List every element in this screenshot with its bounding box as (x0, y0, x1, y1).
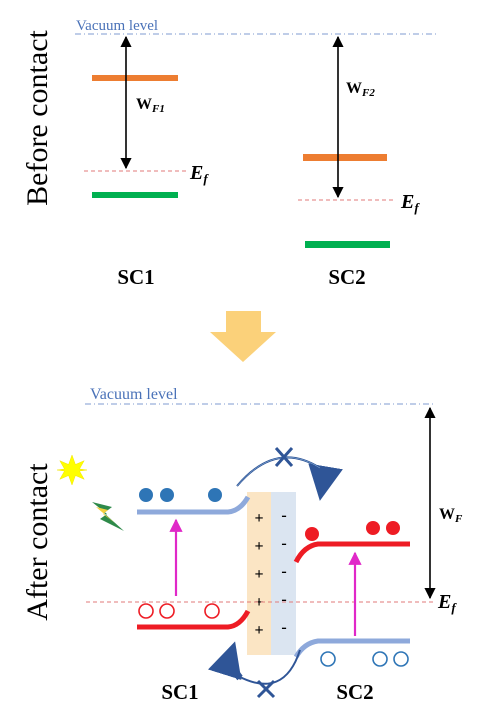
cross-mark-icon (256, 679, 276, 699)
electron (139, 488, 153, 502)
sc2-label-before: SC2 (328, 265, 365, 289)
depletion-negative-region (271, 492, 296, 655)
plus-sign: + (254, 594, 263, 611)
minus-sign: - (281, 507, 286, 524)
wf-label-after: WF (439, 506, 463, 525)
minus-sign: - (281, 591, 286, 608)
hole (159, 603, 175, 619)
sc2-conduction-band-after (293, 541, 410, 564)
minus-sign: - (281, 563, 286, 580)
electron (366, 521, 380, 535)
before-side-label: Before contact (21, 29, 54, 205)
sc1-valence-band (92, 192, 178, 198)
after-side-label: After contact (21, 463, 54, 621)
ef2-label: Ef (400, 191, 420, 215)
electron (386, 521, 400, 535)
lightning-icon (92, 502, 124, 531)
vacuum-level-label-after: Vacuum level (90, 386, 178, 403)
depletion-positive-region (247, 492, 271, 655)
sc1-label-after: SC1 (161, 680, 198, 704)
hole (204, 603, 220, 619)
hole (372, 651, 388, 667)
blocked-hole-transfer (207, 641, 301, 699)
wf1-label: WF1 (136, 96, 165, 115)
hole (138, 603, 154, 619)
sc2-valence-band (305, 241, 390, 248)
plus-sign: + (254, 566, 263, 583)
ef-label-after: Ef (437, 591, 457, 615)
hole (320, 651, 336, 667)
minus-sign: - (281, 535, 286, 552)
cross-mark-icon (274, 447, 294, 467)
ef1-label: Ef (189, 162, 209, 186)
electron (160, 488, 174, 502)
minus-sign: - (281, 619, 286, 636)
sc2-label-after: SC2 (336, 680, 373, 704)
hole (393, 651, 409, 667)
sc2-valence-band-after (293, 638, 410, 659)
wf2-label: WF2 (346, 80, 375, 99)
electron (208, 488, 222, 502)
sc1-conduction-band-after (137, 495, 251, 515)
plus-sign: + (254, 510, 263, 527)
electron (305, 527, 319, 541)
blocked-electron-transfer (236, 447, 343, 501)
plus-sign: + (254, 538, 263, 555)
vacuum-level-label: Vacuum level (76, 18, 158, 34)
plus-sign: + (254, 622, 263, 639)
sc1-conduction-band (92, 75, 178, 81)
sc1-label-before: SC1 (117, 265, 154, 289)
transition-down-arrow (210, 311, 276, 362)
sun-icon (56, 454, 88, 486)
sc2-conduction-band (303, 154, 387, 161)
sc1-valence-band-after (137, 609, 251, 630)
